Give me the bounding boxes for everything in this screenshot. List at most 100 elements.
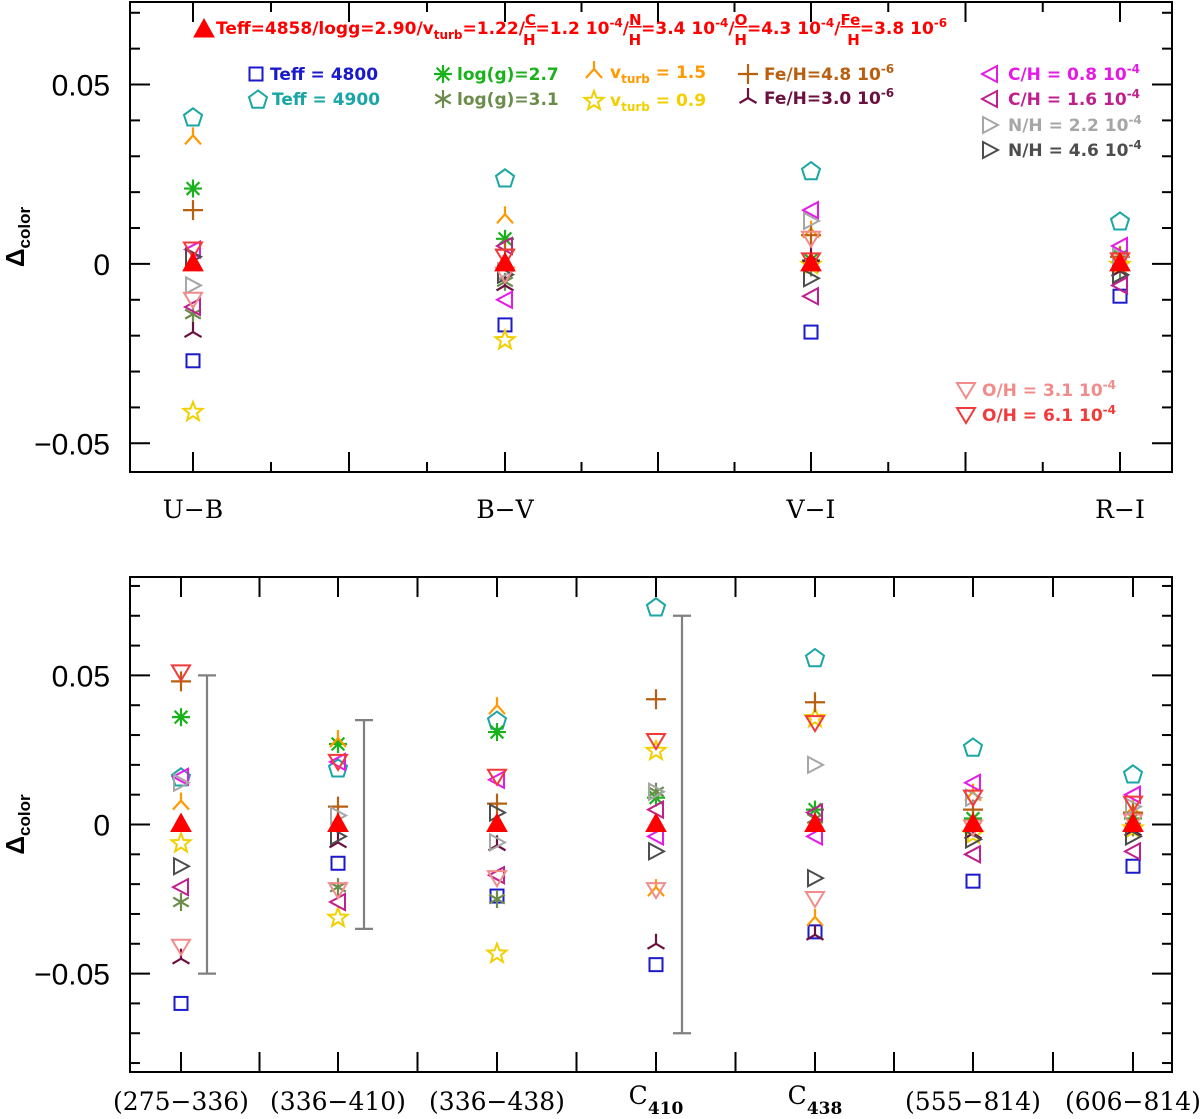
y-tick-label: 0.05 [52,660,110,693]
legend-reference-label: Teff=4858/logg=2.90/vturb=1.22/C H=1.2 10… [216,11,947,49]
legend-teff_hi-marker [247,89,269,109]
y-tick-label: −0.05 [34,959,110,992]
point-c_lo [962,773,981,793]
point-teff_hi [962,737,984,757]
error-bar [198,674,216,975]
point-vt_hi [806,908,824,927]
point-vt_lo [180,399,206,423]
y-tick-label: 0 [93,810,110,843]
point-logg_lo [488,723,506,742]
x-tick-label: B−V [476,495,534,524]
point-c_hi [1122,841,1141,862]
x-tick-label: C410 [629,1081,684,1119]
legend-logg_hi-label: log(g)=3.1 [457,90,559,110]
point-n_lo [803,211,822,231]
point-o_hi [486,768,508,787]
point-n_lo [648,782,667,802]
y-tick-label: 0 [93,249,110,282]
point-o_lo [182,291,204,310]
point-logg_lo [184,179,202,198]
legend-o_hi-label: O/H = 6.1 10-4 [982,403,1116,426]
point-teff_hi [1109,211,1131,231]
legend-fe_hi-marker [738,64,758,84]
legend-o_hi: O/H = 6.1 10-4 [955,403,1116,426]
legend-c_lo: C/H = 0.8 10-4 [979,62,1140,85]
error-bar [673,614,691,1035]
legend-logg_hi: log(g)=3.1 [434,90,559,110]
point-logg_hi [647,782,665,801]
legend-vt_lo: vturb = 0.9 [581,88,706,114]
legend-vt_lo-label: vturb = 0.9 [610,91,706,114]
y-axis-label: Δcolor [0,206,34,267]
legend-o_lo: O/H = 3.1 10-4 [955,378,1116,401]
point-reference [804,812,826,832]
point-logg_hi [172,893,190,912]
point-teff_lo [1125,858,1141,874]
point-n_lo [965,787,984,808]
point-vt_lo [325,905,351,929]
point-o_hi [804,715,826,734]
point-reference [962,812,984,832]
panel-bottom: −0.05 0 0.05 (275−336) (336−410) (336−438) C41… [0,576,1200,1119]
point-fe_lo [646,933,666,950]
point-o_hi [327,753,349,772]
legend-n_hi-marker [982,140,1001,160]
point-o_hi [1122,795,1144,814]
legend-n_lo: N/H = 2.2 10-4 [982,113,1142,136]
legend-teff_lo: Teff = 4800 [248,65,378,85]
point-n_hi [173,856,192,876]
point-n_hi [1125,826,1144,847]
point-c_lo [494,290,513,310]
y-tick-label: 0.05 [52,70,110,103]
point-vt_lo [168,830,194,854]
point-n_hi [330,826,349,847]
point-o_lo [800,230,822,249]
point-c_hi [800,286,819,306]
point-reference [170,812,192,832]
error-bar [355,719,373,930]
legend-teff_lo-marker [248,66,264,82]
point-o_lo [645,882,667,901]
panel-top: −0.05 0 0.05 U−B B−V V−I R−I Δcolor [0,1,1173,524]
point-reference [645,812,667,832]
legend-logg_hi-marker [434,90,452,108]
point-n_hi [807,868,826,888]
legend-c_lo-marker [979,64,998,84]
y-axis-label: Δcolor [0,794,34,855]
legend-fe_hi-label: Fe/H=4.8 10-6 [764,62,894,85]
point-c_lo [1122,785,1141,805]
point-o_lo [804,891,826,909]
point-vt_lo [492,327,518,351]
y-tick-label: −0.05 [34,428,110,461]
point-teff_lo [330,855,346,871]
point-n_lo [489,832,508,853]
point-fe_lo [805,924,825,941]
x-tick-label: R−I [1095,495,1145,524]
legend-fe_hi: Fe/H=4.8 10-6 [738,62,894,85]
point-c_lo [804,826,823,847]
point-o_lo [327,882,349,901]
point-c_hi [1109,275,1128,296]
point-teff_hi [804,647,826,668]
point-vt_hi [496,206,514,224]
legend-c_lo-label: C/H = 0.8 10-4 [1008,62,1140,85]
point-c_hi [962,844,981,864]
point-teff_hi [645,597,667,617]
legend-o_lo-marker [955,382,977,400]
legend-reference-marker [193,17,215,38]
point-o_hi [494,248,516,267]
x-tick-label: V−I [786,495,836,524]
legend-vt_hi-marker [585,61,603,79]
plot-frame [129,1,1173,473]
point-reference [486,812,508,832]
x-tick-label: (336−410) [270,1087,406,1116]
point-vt_hi [172,792,190,811]
legend-teff_hi-label: Teff = 4900 [272,90,380,110]
point-fe_hi [646,689,666,710]
point-c_lo [327,752,346,772]
legend-teff_hi: Teff = 4900 [247,89,380,110]
point-o_lo [170,938,192,957]
point-fe_lo [183,322,203,339]
point-c_hi [182,297,201,317]
